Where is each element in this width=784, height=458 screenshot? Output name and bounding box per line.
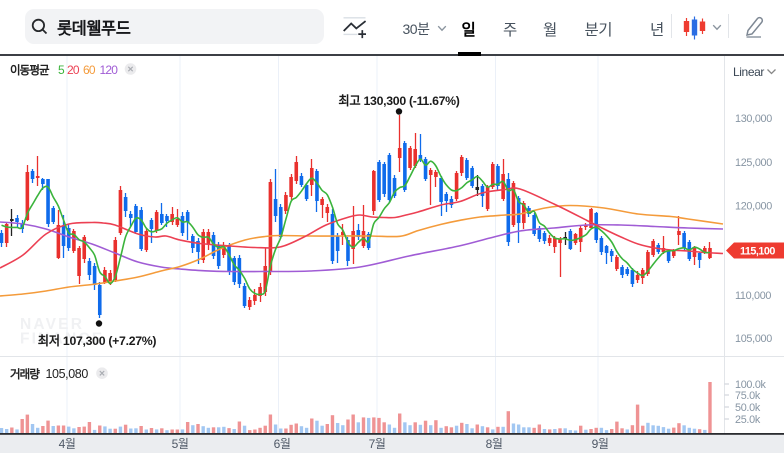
svg-text:75.0k: 75.0k: [735, 390, 761, 402]
svg-text:100.0k: 100.0k: [735, 379, 767, 391]
svg-text:8월: 8월: [486, 437, 503, 451]
svg-text:5: 5: [58, 63, 65, 77]
svg-text:115,100: 115,100: [740, 245, 775, 257]
svg-text:4월: 4월: [59, 437, 76, 451]
svg-text:120: 120: [100, 63, 119, 77]
svg-text:이동평균: 이동평균: [10, 63, 50, 77]
svg-text:105,000: 105,000: [735, 333, 772, 345]
svg-text:Linear: Linear: [733, 65, 764, 79]
svg-text:130,000: 130,000: [735, 113, 772, 125]
svg-text:60: 60: [83, 63, 96, 77]
svg-text:125,000: 125,000: [735, 157, 772, 169]
svg-text:110,000: 110,000: [735, 290, 771, 302]
svg-text:120,000: 120,000: [735, 201, 772, 213]
svg-text:25.0k: 25.0k: [735, 414, 761, 426]
svg-text:105,080: 105,080: [46, 367, 89, 381]
svg-text:최저 107,300 (+7.27%): 최저 107,300 (+7.27%): [38, 333, 157, 348]
svg-text:최고 130,300 (-11.67%): 최고 130,300 (-11.67%): [338, 93, 459, 108]
svg-text:9월: 9월: [592, 437, 609, 451]
svg-text:6월: 6월: [274, 437, 291, 451]
svg-text:NAVER: NAVER: [20, 316, 84, 333]
svg-text:7월: 7월: [369, 437, 386, 451]
svg-text:5월: 5월: [172, 437, 189, 451]
svg-text:50.0k: 50.0k: [735, 402, 761, 414]
svg-text:거래량: 거래량: [10, 367, 40, 381]
svg-text:FINANCE: FINANCE: [20, 331, 104, 348]
svg-text:20: 20: [67, 63, 80, 77]
